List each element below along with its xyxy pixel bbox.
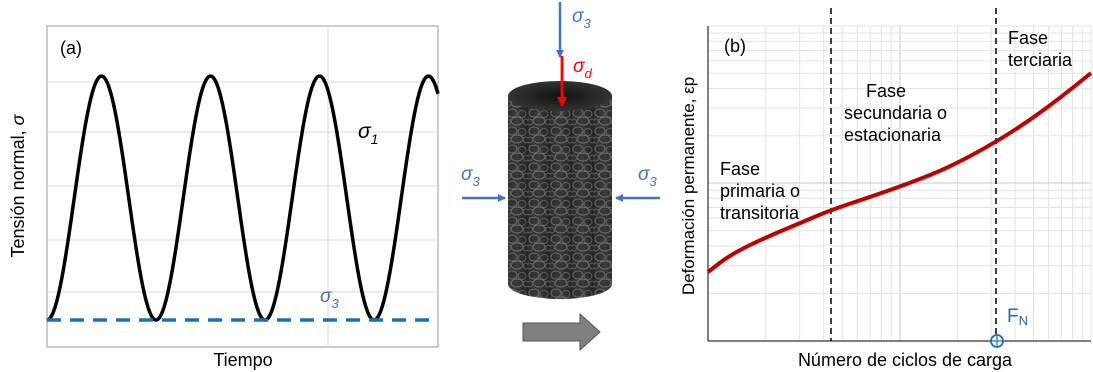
panel-a: (a) σ1 σ3 Tensión normal, σ Tiempo [8, 25, 440, 370]
left-stress-label: σ3 [461, 164, 480, 189]
sigma1-label: σ1 [358, 120, 378, 147]
phase3-label: Fase terciaria [1008, 28, 1073, 70]
right-stress-label: σ3 [638, 164, 657, 189]
top-stress-label: σ3 [572, 6, 591, 31]
permanent-deformation-curve [706, 71, 1093, 274]
panel-b-label: (b) [724, 36, 746, 56]
panel-b: (b) Fase primaria o transitoria Fase sec… [679, 8, 1093, 370]
sigma3-label-a: σ3 [320, 286, 339, 311]
phase1-label: Fase primaria o transitoria [720, 159, 805, 223]
fn-label: FN [1007, 306, 1028, 328]
specimen-cylinder [508, 81, 612, 299]
panel-b-ylabel: Deformación permanente, εp [679, 77, 698, 295]
panel-a-xlabel: Tiempo [213, 350, 272, 370]
specimen-diagram: σ3 σd σ3 σ3 [461, 2, 660, 352]
panel-b-xlabel: Número de ciclos de carga [798, 350, 1013, 370]
process-arrow-icon [522, 312, 601, 352]
panel-a-ylabel: Tensión normal, σ [8, 113, 28, 257]
deviator-label: σd [573, 56, 592, 81]
phase2-label: Fase secundaria o estacionaria [844, 81, 952, 145]
panel-a-label: (a) [60, 38, 82, 58]
panel-a-gridlines [47, 26, 438, 347]
